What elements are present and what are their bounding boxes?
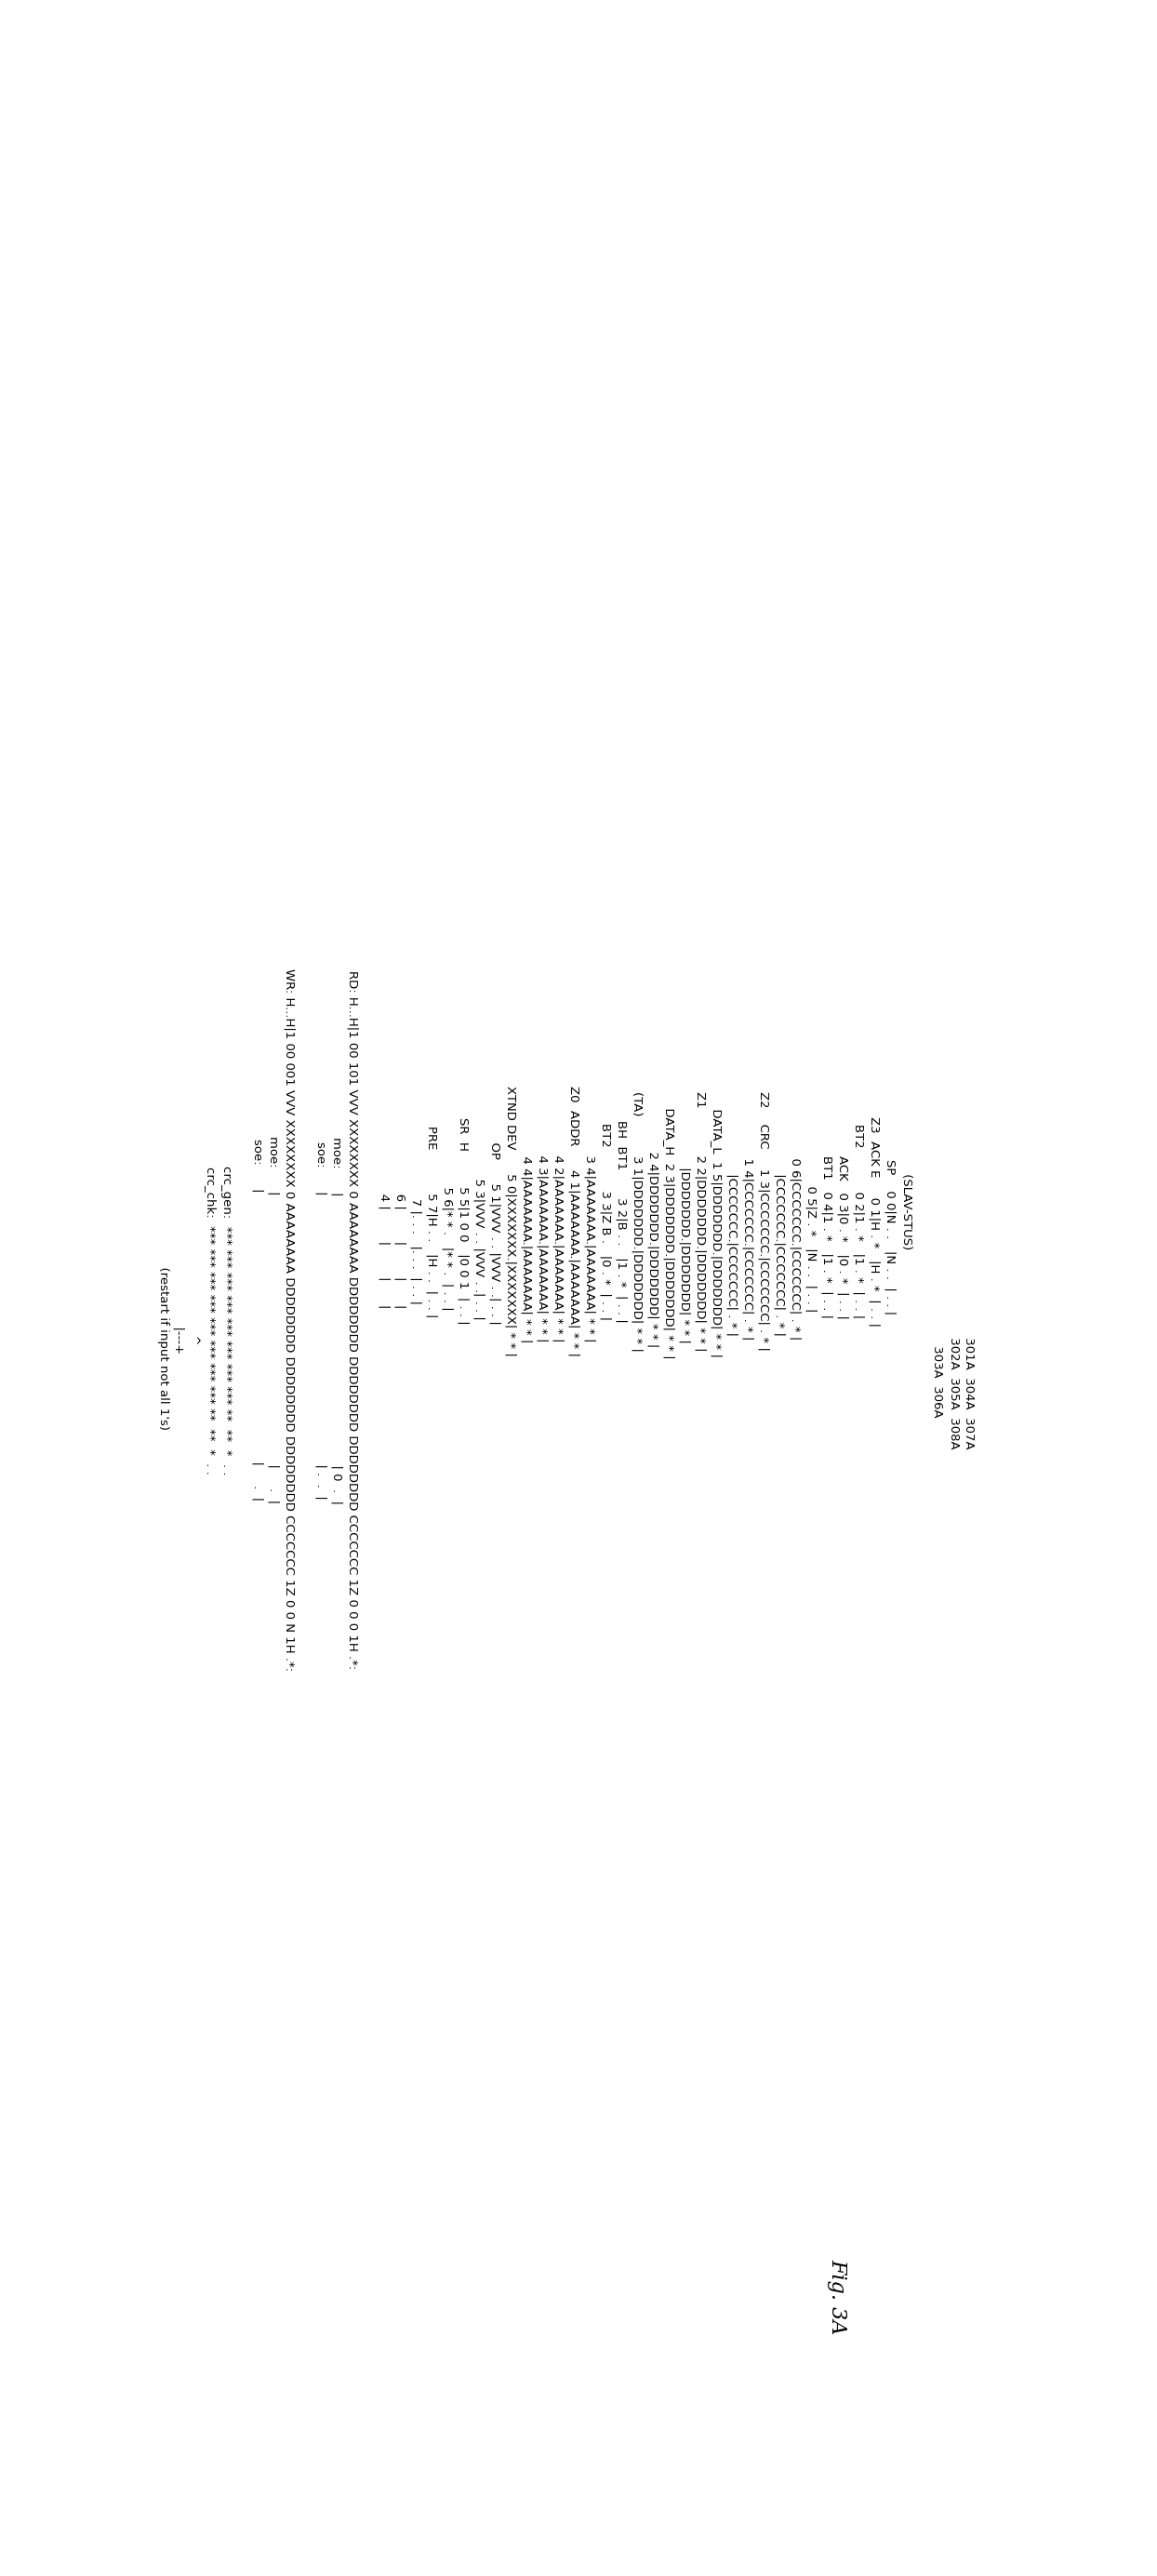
Text: Fig. 3A: Fig. 3A [827,2259,847,2334]
Text: 301A  304A  307A
                                     302A  305A  308A
         : 301A 304A 307A 302A 305A 308A [141,969,975,1672]
